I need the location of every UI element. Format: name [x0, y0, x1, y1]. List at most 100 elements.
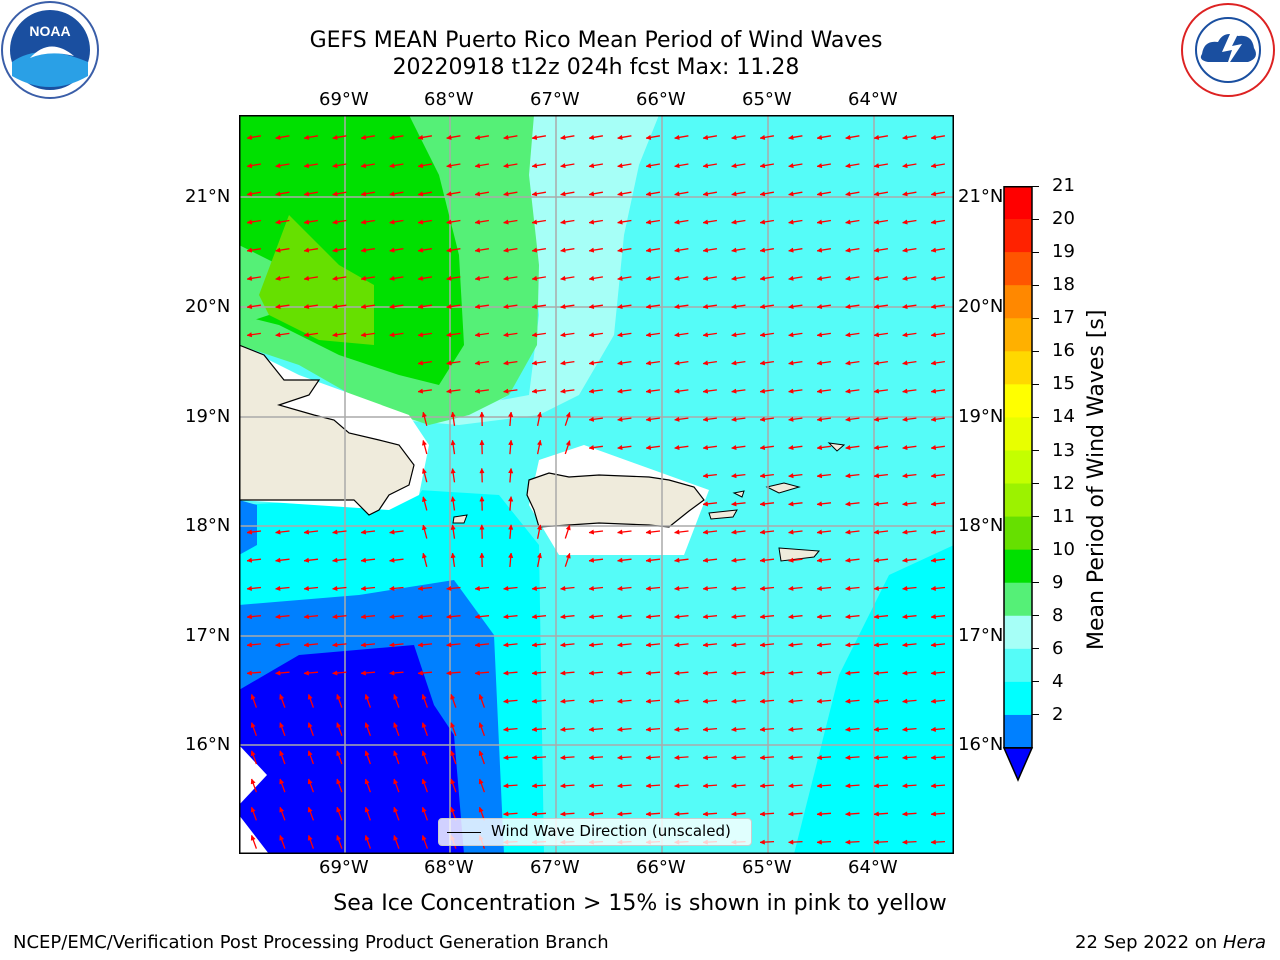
wave-direction-arrow — [902, 134, 917, 140]
lon-label-bottom-64: 64°W — [848, 857, 898, 878]
wave-direction-arrow — [508, 552, 514, 568]
wave-direction-arrow — [816, 839, 832, 845]
wave-direction-arrow — [674, 444, 689, 451]
wave-direction-arrow — [901, 529, 917, 535]
wave-direction-arrow — [360, 585, 376, 591]
wave-direction-arrow — [702, 247, 718, 253]
wave-direction-arrow — [674, 303, 689, 310]
wave-direction-arrow — [588, 585, 604, 591]
wave-direction-arrow — [336, 722, 343, 737]
wave-direction-arrow — [303, 529, 319, 535]
wave-direction-arrow — [531, 754, 547, 761]
wave-direction-arrow — [702, 444, 717, 451]
wave-direction-arrow — [845, 219, 860, 225]
colorbar-tick-mark — [1032, 483, 1039, 484]
wave-direction-arrow — [645, 698, 661, 704]
wave-direction-arrow — [844, 501, 860, 507]
wave-direction-arrow — [844, 811, 860, 817]
wave-direction-arrow — [246, 191, 262, 197]
wave-direction-arrow — [531, 191, 547, 197]
wave-direction-arrow — [787, 783, 803, 789]
wave-direction-arrow — [673, 811, 689, 817]
colorbar-tick-mark — [1032, 648, 1039, 650]
wave-direction-arrow — [559, 811, 575, 817]
wave-direction-arrow — [645, 247, 661, 253]
wave-direction-arrow — [450, 750, 457, 765]
wave-direction-arrow — [845, 303, 860, 310]
wave-direction-arrow — [389, 163, 404, 169]
wave-direction-arrow — [730, 754, 746, 761]
wave-direction-arrow — [873, 219, 889, 225]
wave-direction-arrow — [479, 467, 485, 483]
wave-direction-arrow — [389, 191, 404, 197]
wave-direction-arrow — [617, 360, 632, 366]
wave-direction-arrow — [531, 642, 547, 648]
colorbar-swatch — [1004, 681, 1032, 716]
wave-direction-arrow — [303, 557, 319, 563]
wave-direction-arrow — [845, 191, 860, 197]
wave-direction-arrow — [702, 303, 717, 310]
wave-direction-arrow — [531, 698, 547, 704]
wave-direction-arrow — [674, 247, 689, 253]
wave-direction-arrow — [417, 247, 433, 253]
wave-direction-arrow — [531, 783, 547, 789]
wave-direction-arrow — [560, 360, 575, 366]
wave-direction-arrow — [450, 722, 457, 737]
colorbar-swatch — [1004, 351, 1032, 385]
wave-direction-arrow — [616, 529, 632, 535]
colorbar-tick-mark — [1032, 284, 1039, 286]
wave-direction-arrow — [474, 360, 489, 366]
wave-direction-arrow — [332, 332, 347, 338]
wave-direction-arrow — [450, 496, 456, 511]
wave-direction-arrow — [332, 191, 347, 197]
wave-direction-arrow — [759, 698, 775, 704]
wave-direction-arrow — [930, 360, 945, 366]
wave-direction-arrow — [616, 754, 632, 761]
wave-direction-arrow — [673, 754, 689, 761]
wave-direction-arrow — [616, 614, 632, 620]
wave-direction-arrow — [702, 473, 717, 479]
wave-direction-arrow — [673, 642, 689, 648]
colorbar-swatch — [1004, 714, 1032, 749]
wave-direction-arrow — [564, 411, 571, 426]
wave-direction-arrow — [417, 275, 433, 281]
wave-direction-arrow — [845, 332, 860, 338]
colorbar-tick-mark — [1032, 582, 1039, 584]
wave-direction-arrow — [645, 388, 660, 394]
wave-direction-arrow — [502, 783, 518, 789]
wave-direction-arrow — [393, 750, 400, 765]
wave-direction-arrow — [303, 614, 319, 620]
wave-direction-arrow — [503, 388, 518, 394]
hispaniola-land — [239, 344, 415, 516]
wave-direction-arrow — [474, 163, 490, 169]
wave-direction-arrow — [788, 163, 803, 169]
colorbar-swatch — [1004, 615, 1032, 650]
wave-direction-arrow — [478, 722, 486, 737]
wave-direction-arrow — [307, 834, 315, 849]
wave-direction-arrow — [502, 811, 518, 817]
wave-direction-arrow — [674, 388, 689, 394]
wave-direction-arrow — [559, 614, 575, 620]
wave-direction-arrow — [417, 614, 433, 620]
wave-direction-arrow — [702, 219, 718, 225]
wave-direction-arrow — [474, 614, 490, 620]
wave-direction-arrow — [450, 467, 456, 483]
wave-direction-arrow — [616, 783, 632, 789]
wave-direction-arrow — [901, 698, 917, 704]
colorbar-swatch — [1004, 384, 1032, 418]
wave-direction-arrow — [474, 388, 489, 394]
colorbar-swatch — [1004, 582, 1032, 617]
wave-direction-arrow — [702, 275, 718, 281]
wave-direction-arrow — [536, 411, 542, 427]
wave-direction-arrow — [787, 811, 803, 817]
wave-direction-arrow — [446, 247, 461, 253]
wave-direction-arrow — [645, 557, 661, 563]
wave-direction-arrow — [616, 670, 632, 676]
wave-direction-arrow — [731, 388, 746, 394]
noaa-logo-icon: NOAA — [1, 1, 99, 99]
wave-direction-arrow — [788, 247, 803, 253]
wave-direction-arrow — [645, 219, 661, 225]
wave-direction-arrow — [389, 275, 404, 281]
wave-direction-arrow — [274, 670, 290, 676]
wave-direction-arrow — [360, 332, 375, 338]
